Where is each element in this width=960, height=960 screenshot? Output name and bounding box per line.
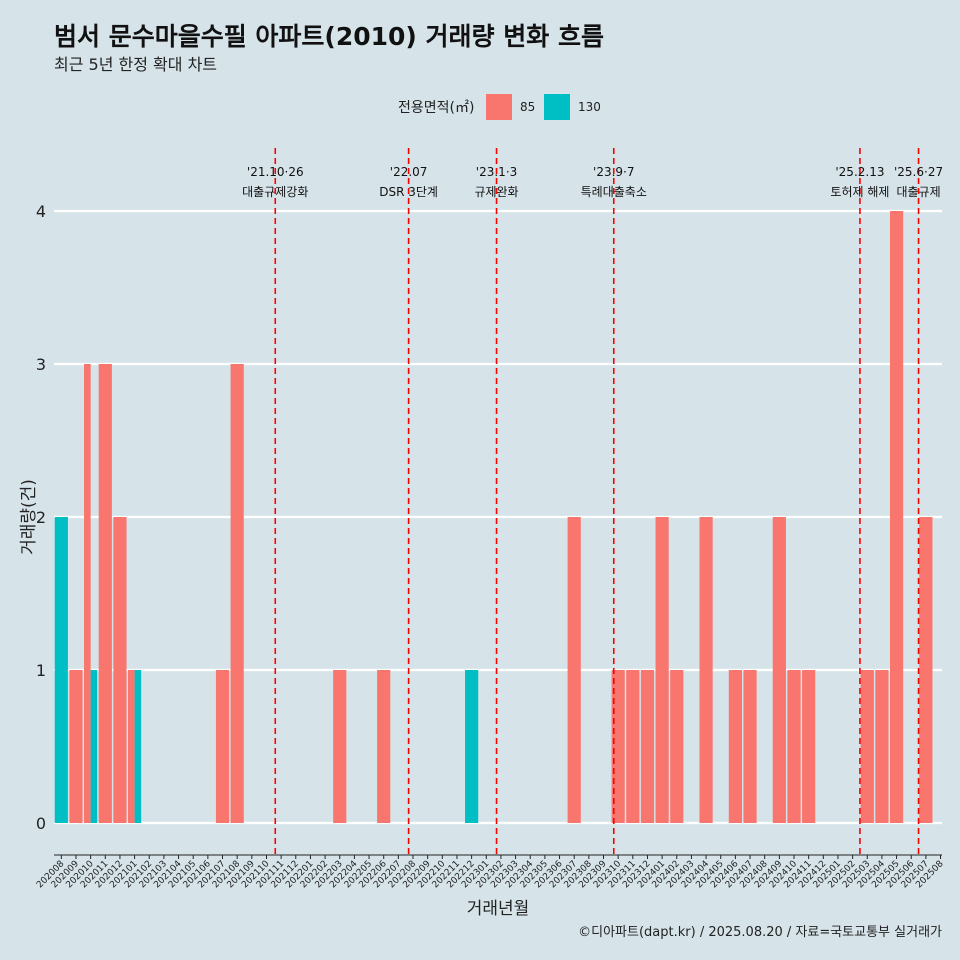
bar-130-202008 xyxy=(54,517,68,823)
bar-85-202507 xyxy=(919,517,933,823)
bar-85-202012 xyxy=(113,517,127,823)
x-axis: 2020082020092020102020112020122021012021… xyxy=(35,854,946,890)
bar-85-202411 xyxy=(802,670,816,823)
chart-subtitle: 최근 5년 한정 확대 차트 xyxy=(54,55,217,74)
event-label: DSR 3단계 xyxy=(379,185,438,199)
event-label: 대출규제 xyxy=(896,185,940,199)
bar-85-202401 xyxy=(655,517,669,823)
bar-85-202407 xyxy=(743,670,757,823)
bar-85-202404 xyxy=(699,517,713,823)
caption: ©디아파트(dapt.kr) / 2025.08.20 / 자료=국토교통부 실… xyxy=(578,925,942,940)
y-axis: 0 1 2 3 4 xyxy=(36,202,46,833)
y-tick-label: 1 xyxy=(36,661,46,680)
event-date: '23.1·3 xyxy=(476,165,517,179)
bar-85-202311 xyxy=(626,670,640,823)
bar-85-202108 xyxy=(230,364,244,823)
bar-85-202203 xyxy=(333,670,347,823)
legend: 전용면적(㎡) 85 130 xyxy=(398,94,601,120)
y-tick-label: 3 xyxy=(36,355,46,374)
bar-85-202310 xyxy=(611,670,625,823)
event-date: '23.9·7 xyxy=(593,165,634,179)
legend-label-130: 130 xyxy=(578,100,601,114)
bars xyxy=(54,211,933,823)
y-axis-label: 거래량(건) xyxy=(19,479,39,555)
bar-130-202212 xyxy=(465,670,479,823)
legend-title: 전용면적(㎡) xyxy=(398,100,474,116)
bar-85-202410 xyxy=(787,670,801,823)
bar-85-202406 xyxy=(728,670,742,823)
bar-85-202312 xyxy=(640,670,655,823)
bar-85-202307 xyxy=(567,517,581,823)
x-axis-label: 거래년월 xyxy=(467,899,530,919)
bar-85-202503 xyxy=(860,670,874,823)
event-date: '21.10·26 xyxy=(247,165,304,179)
bar-85-202009 xyxy=(69,670,83,823)
y-tick-label: 4 xyxy=(36,202,46,221)
bar-85-202505 xyxy=(889,211,904,823)
event-annotations: '21.10·26 대출규제강화 '22.07 DSR 3단계 '23.1·3 규제완화 '… xyxy=(242,165,943,199)
event-date: '22.07 xyxy=(390,165,428,179)
event-lines xyxy=(274,148,920,855)
bar-85-202402 xyxy=(670,670,684,823)
legend-swatch-130 xyxy=(544,94,570,120)
event-label: 규제완화 xyxy=(474,185,518,199)
bar-85-202206 xyxy=(377,670,391,823)
bar-85-202107 xyxy=(215,670,230,823)
bar-85-202011 xyxy=(98,364,112,823)
event-label: 대출규제강화 xyxy=(242,185,308,199)
bar-130-202010 xyxy=(90,670,98,823)
event-date: '25.2.13 xyxy=(835,165,884,179)
bar-85-202504 xyxy=(875,670,889,823)
y-tick-label: 2 xyxy=(36,508,46,527)
bar-130-202101 xyxy=(134,670,142,823)
event-label: 특례대출축소 xyxy=(581,185,647,199)
legend-swatch-85 xyxy=(486,94,512,120)
chart-title: 범서 문수마을수필 아파트(2010) 거래량 변화 흐름 xyxy=(54,22,604,51)
legend-label-85: 85 xyxy=(520,100,535,114)
bar-85-202010 xyxy=(84,364,91,823)
event-label: 토허제 해제 xyxy=(830,185,889,199)
bar-85-202409 xyxy=(772,517,786,823)
event-date: '25.6·27 xyxy=(894,165,943,179)
bar-85-202101 xyxy=(128,670,135,823)
y-tick-label: 0 xyxy=(36,814,46,833)
